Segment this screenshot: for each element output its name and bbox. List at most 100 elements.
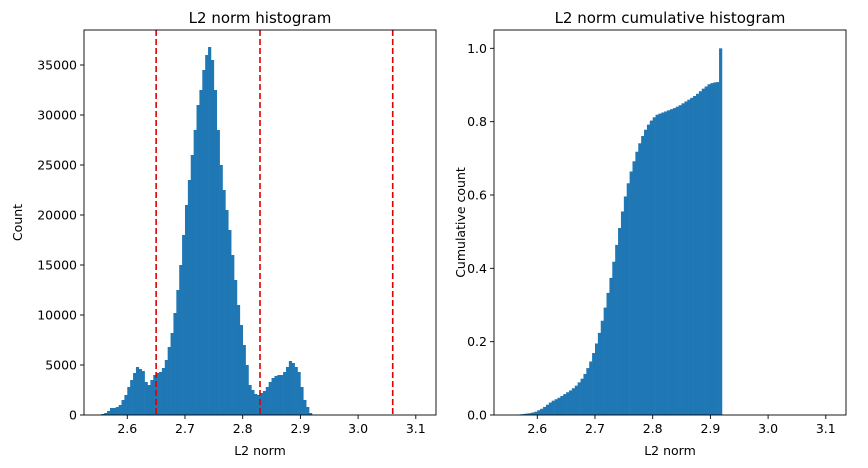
- histogram-bar: [297, 372, 301, 415]
- histogram-bar: [551, 400, 555, 415]
- histogram-bar: [554, 399, 558, 415]
- histogram-bar: [592, 353, 596, 415]
- histogram-bar: [620, 211, 625, 415]
- histogram-bar: [698, 91, 703, 415]
- histogram-bar: [655, 114, 659, 415]
- histogram-bar: [661, 112, 665, 415]
- x-tick-label: 3.0: [758, 421, 778, 436]
- y-tick-label: 0.0: [467, 408, 487, 423]
- y-tick-label: 30000: [37, 108, 77, 123]
- x-tick-label: 2.9: [290, 421, 310, 436]
- histogram-bar: [646, 124, 651, 415]
- histogram-bar: [222, 190, 226, 415]
- histogram-bar: [216, 130, 220, 415]
- histogram-bar: [219, 165, 223, 415]
- histogram-bar: [300, 387, 304, 415]
- histogram-title: L2 norm histogram: [189, 9, 332, 27]
- histogram-bar: [641, 135, 645, 415]
- histogram-bar: [277, 375, 281, 415]
- histogram-bar: [678, 105, 682, 416]
- histogram-bar: [231, 255, 235, 415]
- histogram-bar: [563, 394, 567, 415]
- histogram-bar: [167, 347, 171, 415]
- histogram-bar: [690, 97, 694, 415]
- histogram-bar: [118, 405, 122, 415]
- x-tick-label: 3.1: [816, 421, 836, 436]
- histogram-bar: [719, 48, 723, 415]
- histogram-bar: [190, 155, 194, 415]
- histogram-bar: [104, 413, 108, 415]
- y-tick-label: 0.2: [467, 334, 487, 349]
- y-tick-label: 1.0: [467, 41, 487, 56]
- histogram-bar: [531, 412, 535, 415]
- histogram-bar: [242, 345, 246, 415]
- histogram-bar: [294, 367, 298, 415]
- histogram-bar: [208, 47, 212, 415]
- y-tick-label: 35000: [37, 58, 77, 73]
- histogram-bar: [528, 413, 532, 415]
- histogram-bar: [161, 368, 166, 415]
- histogram-bar: [196, 105, 200, 415]
- histogram-bar: [618, 228, 622, 415]
- histogram-bar: [268, 382, 272, 415]
- histogram-bar: [638, 143, 642, 416]
- histogram-bar: [687, 99, 691, 416]
- histogram-bar: [672, 108, 677, 415]
- x-tick-label: 2.9: [700, 421, 720, 436]
- histogram-bar: [138, 369, 143, 415]
- histogram-bar: [280, 375, 284, 415]
- histogram-bar: [164, 360, 168, 415]
- y-tick-label: 0.4: [467, 261, 487, 276]
- histogram-bar: [710, 83, 714, 416]
- histogram-panel: L2 norm histogram 2.6 2.7 2.8 2.9 3.0 3.1 0 500…: [10, 9, 437, 458]
- histogram-bar: [626, 183, 630, 415]
- histogram-bar: [245, 365, 249, 415]
- y-tick-label: 25000: [37, 158, 77, 173]
- histogram-bar: [283, 372, 287, 415]
- histogram-bar: [239, 325, 243, 415]
- histogram-bar: [170, 333, 174, 415]
- histogram-bar: [632, 161, 636, 415]
- cumulative-frame: [493, 29, 847, 416]
- histogram-bar: [644, 129, 648, 416]
- histogram-bar: [193, 130, 197, 415]
- histogram-bar: [147, 385, 151, 415]
- histogram-bar: [606, 292, 610, 415]
- histogram-bar: [701, 88, 705, 416]
- x-tick-label: 3.1: [406, 421, 426, 436]
- x-tick-label: 2.8: [233, 421, 253, 436]
- histogram-bar: [210, 60, 215, 415]
- histogram-bar: [121, 400, 125, 415]
- cumulative-title: L2 norm cumulative histogram: [555, 9, 786, 27]
- histogram-bar: [713, 82, 717, 416]
- histogram-bar: [173, 313, 177, 415]
- histogram-bar: [176, 290, 180, 415]
- histogram-bar: [560, 395, 564, 415]
- histogram-bar: [566, 392, 570, 415]
- cumulative-xlabel: L2 norm: [644, 443, 696, 458]
- histogram-bar: [534, 411, 538, 415]
- histogram-bar: [251, 390, 255, 415]
- histogram-bar: [182, 235, 186, 415]
- histogram-bar: [545, 404, 550, 415]
- cumulative-plot-area: 2.6 2.7 2.8 2.9 3.0 3.1 0.0 0.2 0.4 0.6 0.8 1.0: [467, 41, 836, 436]
- histogram-bar: [695, 93, 700, 416]
- histogram-bar: [202, 70, 206, 415]
- histogram-bar: [583, 373, 587, 415]
- histogram-bar: [274, 376, 278, 415]
- histogram-bar: [652, 117, 656, 416]
- y-tick-label: 0.6: [467, 188, 487, 203]
- histogram-bar: [101, 414, 105, 415]
- histogram-bar: [288, 361, 293, 415]
- histogram-bar: [109, 408, 114, 415]
- histogram-bar: [597, 332, 602, 415]
- x-tick-label: 2.7: [175, 421, 195, 436]
- histogram-bar: [681, 103, 685, 415]
- histogram-bar: [159, 372, 163, 415]
- histogram-bar: [291, 363, 295, 415]
- histogram-bar: [600, 320, 604, 415]
- histogram-xlabel: L2 norm: [234, 443, 286, 458]
- histogram-bar: [150, 380, 154, 415]
- histogram-bar: [257, 395, 261, 415]
